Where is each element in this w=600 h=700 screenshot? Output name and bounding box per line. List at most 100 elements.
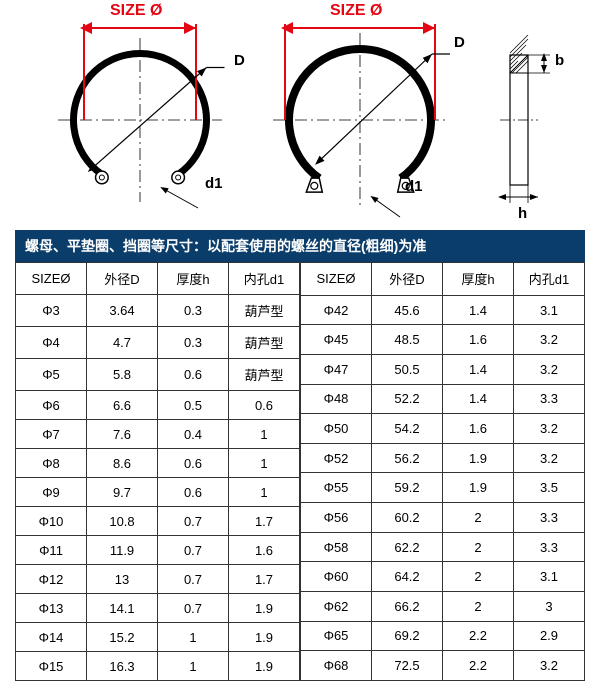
table-cell: 13 xyxy=(87,565,158,594)
table-cell: 8.6 xyxy=(87,449,158,478)
table-row: Φ6872.52.23.2 xyxy=(301,651,585,681)
table-row: Φ66.60.50.6 xyxy=(16,391,300,420)
table-cell: Φ4 xyxy=(16,327,87,359)
table-cell: Φ15 xyxy=(16,652,87,681)
table-cell: 4.7 xyxy=(87,327,158,359)
table-row: Φ99.70.61 xyxy=(16,478,300,507)
table-cell: 3.2 xyxy=(514,354,585,384)
table-cell: Φ58 xyxy=(301,532,372,562)
table-cell: 45.6 xyxy=(372,295,443,325)
table-cell: Φ10 xyxy=(16,507,87,536)
table-cell: 3.1 xyxy=(514,295,585,325)
table-cell: Φ45 xyxy=(301,325,372,355)
table-cell: 11.9 xyxy=(87,536,158,565)
table-cell: 3.3 xyxy=(514,532,585,562)
col-header: 内孔d1 xyxy=(514,263,585,296)
spec-table-left: SIZEØ外径D厚度h内孔d1Φ33.640.3葫芦型Φ44.70.3葫芦型Φ5… xyxy=(15,262,300,681)
table-cell: 2 xyxy=(443,532,514,562)
table-cell: 2 xyxy=(443,503,514,533)
table-cell: 3.3 xyxy=(514,503,585,533)
table-cell: 6.6 xyxy=(87,391,158,420)
table-cell: 0.6 xyxy=(158,449,229,478)
table-row: Φ5862.223.3 xyxy=(301,532,585,562)
table-cell: 0.3 xyxy=(158,295,229,327)
table-cell: 64.2 xyxy=(372,562,443,592)
table-cell: 3.2 xyxy=(514,443,585,473)
table-cell: 2 xyxy=(443,562,514,592)
table-row: Φ6266.223 xyxy=(301,591,585,621)
table-cell: 1.9 xyxy=(443,473,514,503)
table-row: Φ55.80.6葫芦型 xyxy=(16,359,300,391)
table-cell: 66.2 xyxy=(372,591,443,621)
table-cell: 69.2 xyxy=(372,621,443,651)
table-cell: 59.2 xyxy=(372,473,443,503)
table-cell: 3.3 xyxy=(514,384,585,414)
table-cell: 1.9 xyxy=(443,443,514,473)
table-cell: 0.6 xyxy=(229,391,300,420)
table-cell: Φ52 xyxy=(301,443,372,473)
col-header: 厚度h xyxy=(158,263,229,295)
table-cell: 5.8 xyxy=(87,359,158,391)
table-cell: 1.6 xyxy=(229,536,300,565)
table-cell: Φ62 xyxy=(301,591,372,621)
table-cell: 3.64 xyxy=(87,295,158,327)
table-row: Φ88.60.61 xyxy=(16,449,300,478)
table-cell: 1.7 xyxy=(229,565,300,594)
table-row: Φ1314.10.71.9 xyxy=(16,594,300,623)
table-cell: 48.5 xyxy=(372,325,443,355)
table-cell: Φ5 xyxy=(16,359,87,391)
table-cell: 3 xyxy=(514,591,585,621)
table-cell: 葫芦型 xyxy=(229,327,300,359)
table-cell: 葫芦型 xyxy=(229,359,300,391)
table-cell: 1 xyxy=(158,652,229,681)
table-cell: 葫芦型 xyxy=(229,295,300,327)
h-label: h xyxy=(518,205,527,222)
table-cell: Φ8 xyxy=(16,449,87,478)
table-cell: Φ68 xyxy=(301,651,372,681)
table-cell: Φ14 xyxy=(16,623,87,652)
b-label: b xyxy=(555,52,564,69)
table-cell: 72.5 xyxy=(372,651,443,681)
table-row: Φ77.60.41 xyxy=(16,420,300,449)
table-row: Φ4548.51.63.2 xyxy=(301,325,585,355)
table-cell: 3.2 xyxy=(514,414,585,444)
table-cell: Φ42 xyxy=(301,295,372,325)
table-cell: Φ48 xyxy=(301,384,372,414)
col-header: SIZEØ xyxy=(16,263,87,295)
table-cell: Φ56 xyxy=(301,503,372,533)
D-label-1: D xyxy=(234,52,245,69)
size-label-1: SIZE Ø xyxy=(110,2,162,20)
table-cell: Φ47 xyxy=(301,354,372,384)
table-cell: 1.9 xyxy=(229,623,300,652)
table-cell: Φ6 xyxy=(16,391,87,420)
table-row: Φ4852.21.43.3 xyxy=(301,384,585,414)
table-cell: Φ55 xyxy=(301,473,372,503)
table-cell: 0.7 xyxy=(158,536,229,565)
table-row: Φ44.70.3葫芦型 xyxy=(16,327,300,359)
table-cell: 1.9 xyxy=(229,594,300,623)
col-header: 内孔d1 xyxy=(229,263,300,295)
col-header: SIZEØ xyxy=(301,263,372,296)
table-cell: Φ7 xyxy=(16,420,87,449)
table-cell: 0.7 xyxy=(158,565,229,594)
table-cell: 3.2 xyxy=(514,325,585,355)
table-cell: 2.2 xyxy=(443,621,514,651)
table-row: Φ1010.80.71.7 xyxy=(16,507,300,536)
table-cell: 3.1 xyxy=(514,562,585,592)
diagram-area: SIZE Ø SIZE Ø D D d1 d1 b h xyxy=(0,0,600,230)
table-row: Φ33.640.3葫芦型 xyxy=(16,295,300,327)
table-cell: 0.3 xyxy=(158,327,229,359)
table-cell: 0.6 xyxy=(158,359,229,391)
table-cell: 1.4 xyxy=(443,354,514,384)
table-cell: 1 xyxy=(229,478,300,507)
table-row: Φ1111.90.71.6 xyxy=(16,536,300,565)
table-cell: 0.5 xyxy=(158,391,229,420)
table-cell: Φ12 xyxy=(16,565,87,594)
table-cell: 9.7 xyxy=(87,478,158,507)
d1-label-2: d1 xyxy=(405,178,423,195)
table-row: Φ6064.223.1 xyxy=(301,562,585,592)
table-cell: 0.6 xyxy=(158,478,229,507)
table-cell: 1 xyxy=(158,623,229,652)
table-cell: 1.4 xyxy=(443,384,514,414)
table-cell: 7.6 xyxy=(87,420,158,449)
